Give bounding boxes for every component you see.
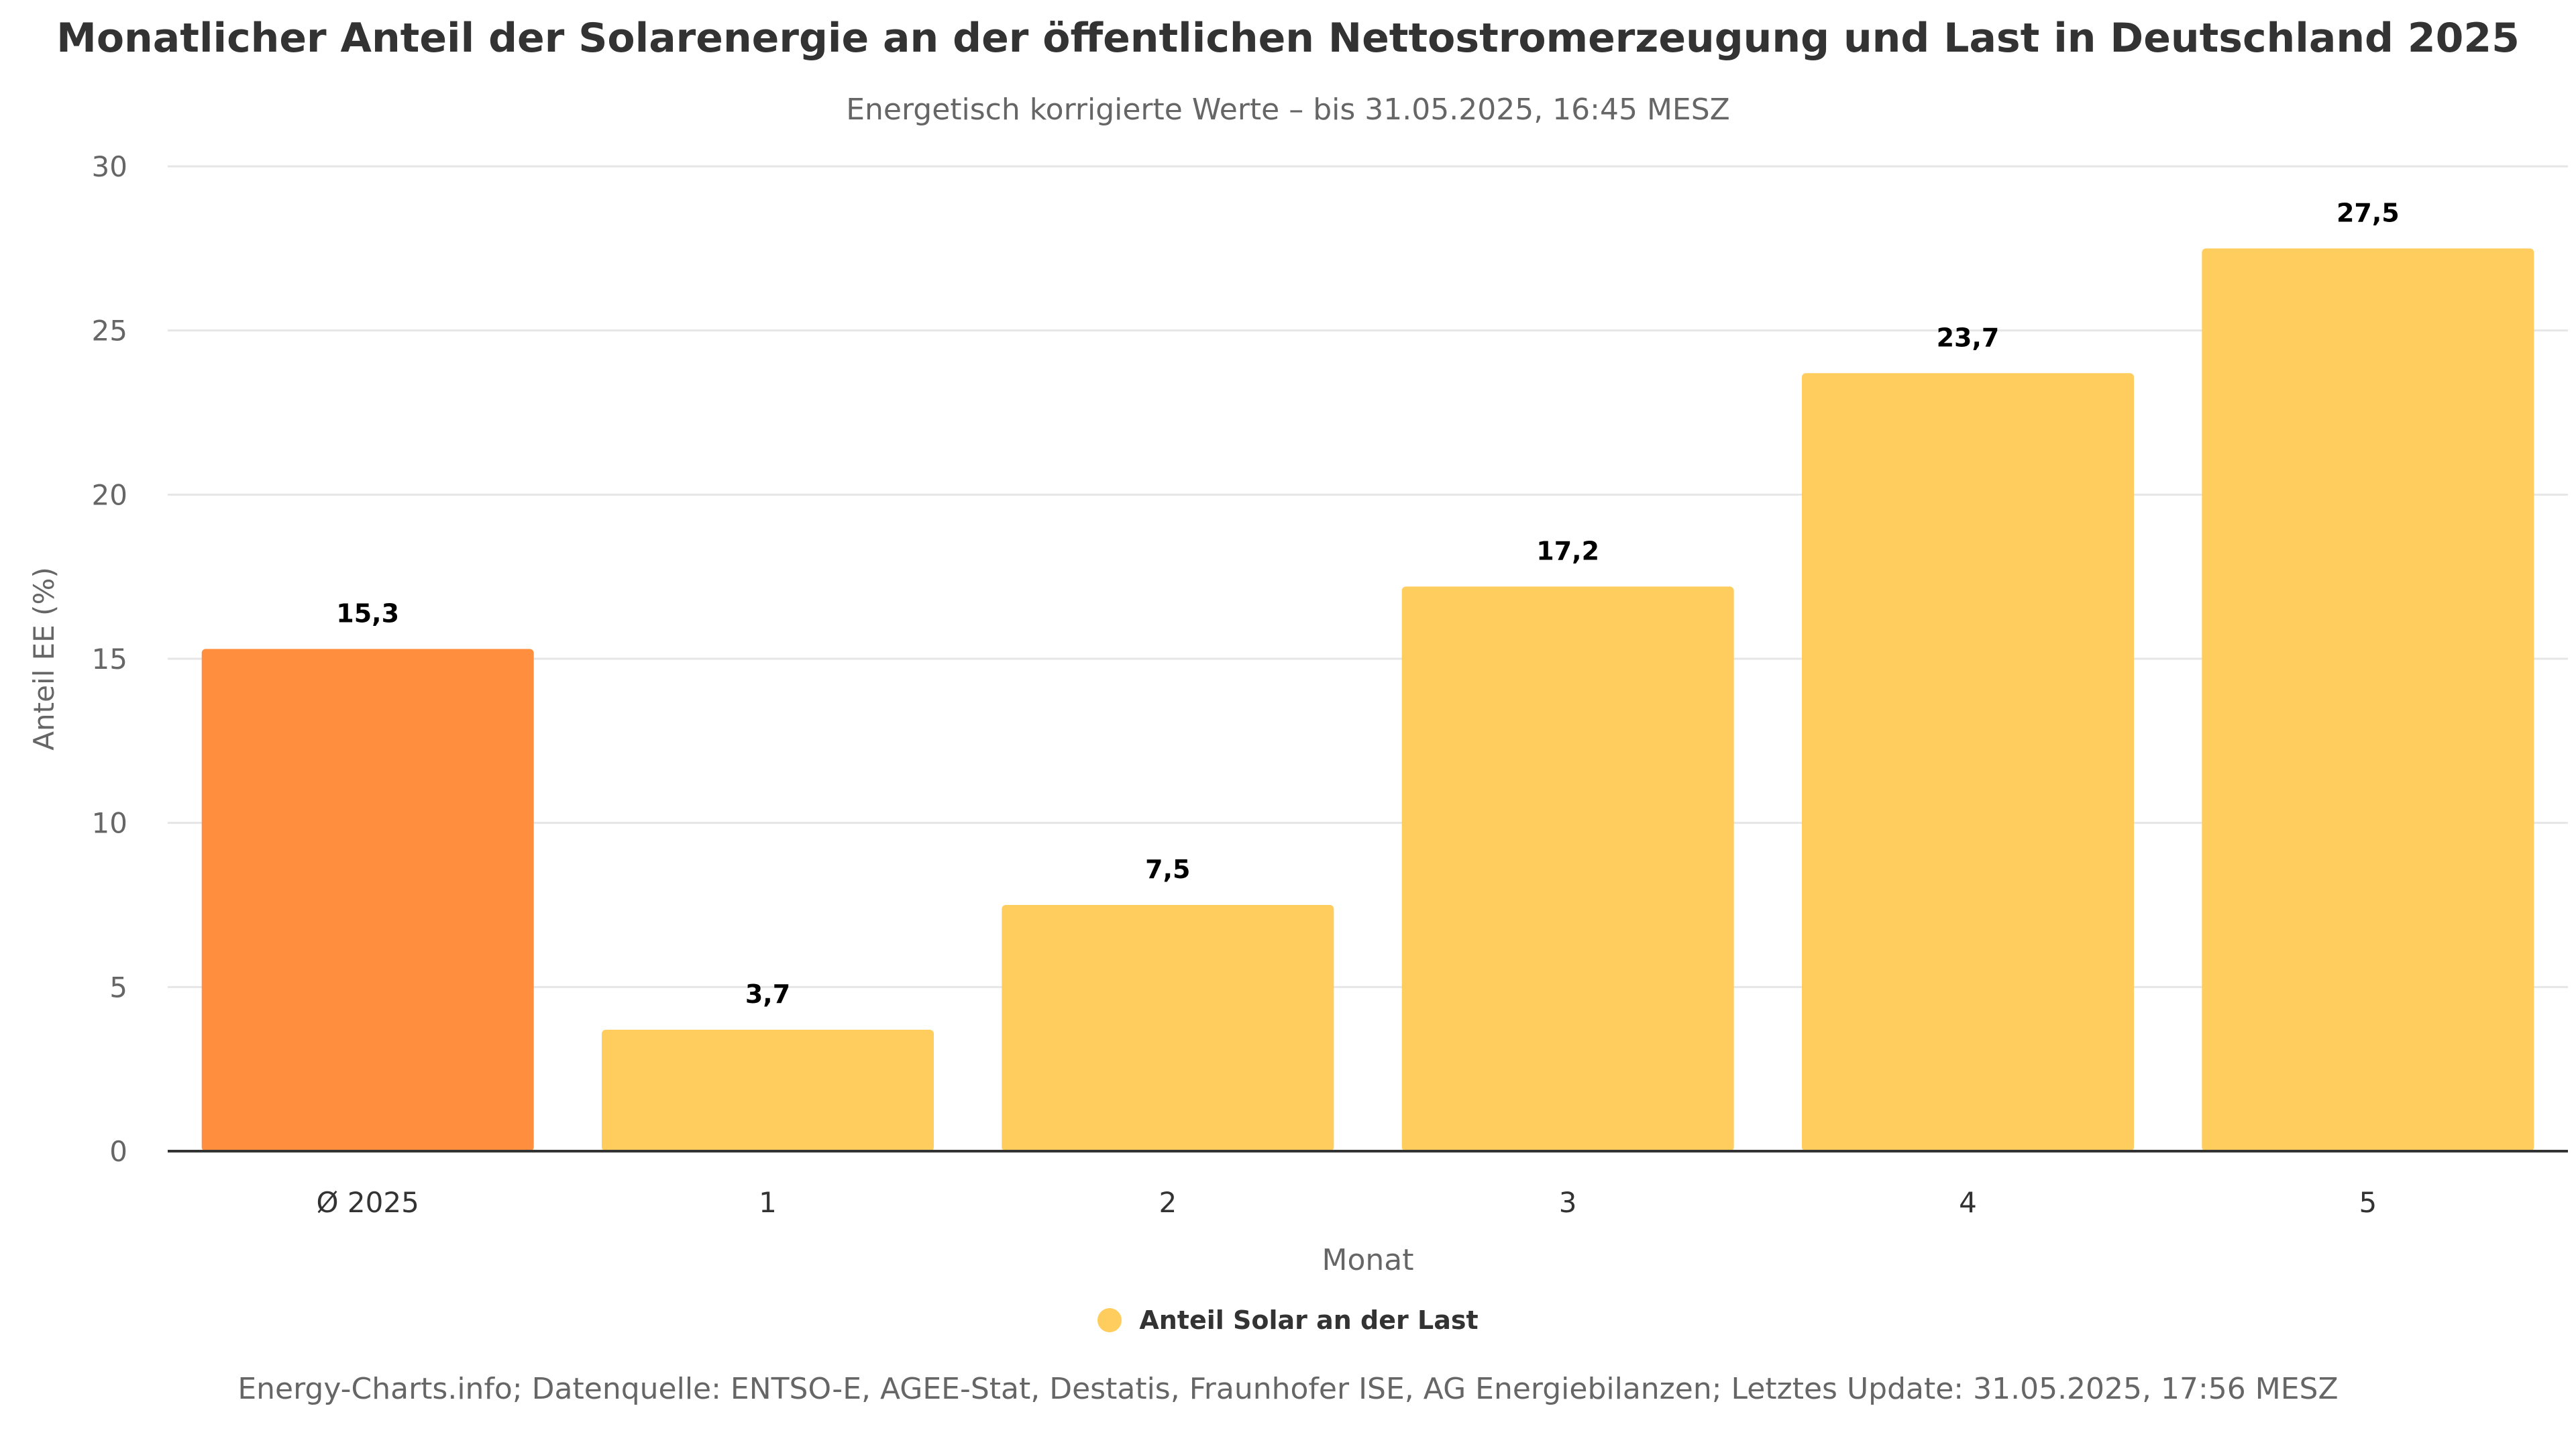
y-tick-label: 0 xyxy=(109,1135,127,1168)
x-axis-title: Monat xyxy=(1322,1243,1414,1277)
y-tick-label: 25 xyxy=(92,315,127,347)
legend-marker-icon xyxy=(1097,1308,1122,1332)
x-axis-tick-labels: Ø 2025 1 2 3 4 5 xyxy=(317,1186,2377,1219)
x-tick-label: 4 xyxy=(1959,1186,1977,1219)
y-axis-title: Anteil EE (%) xyxy=(28,567,60,750)
bar-month-3[interactable] xyxy=(1401,586,1734,1151)
y-tick-label: 20 xyxy=(92,478,127,511)
y-tick-label: 5 xyxy=(109,971,127,1004)
data-label: 3,7 xyxy=(745,979,790,1009)
bar-month-2[interactable] xyxy=(1002,905,1334,1151)
x-tick-label: Ø 2025 xyxy=(317,1186,419,1219)
bar-month-4[interactable] xyxy=(1802,373,2134,1151)
data-label: 15,3 xyxy=(336,598,399,628)
data-labels: 15,3 3,7 7,5 17,2 23,7 27,5 xyxy=(336,198,2399,1009)
y-axis-tick-labels: 0 5 10 15 20 25 30 xyxy=(92,150,127,1168)
legend: Anteil Solar an der Last xyxy=(0,1305,2576,1335)
bars xyxy=(201,248,2534,1151)
y-tick-label: 30 xyxy=(92,150,127,183)
y-tick-label: 15 xyxy=(92,643,127,676)
x-tick-label: 1 xyxy=(759,1186,777,1219)
y-tick-label: 10 xyxy=(92,807,127,840)
x-tick-label: 3 xyxy=(1559,1186,1577,1219)
chart-title: Monatlicher Anteil der Solarenergie an d… xyxy=(56,15,2520,62)
chart-subtitle: Energetisch korrigierte Werte – bis 31.0… xyxy=(846,93,1730,127)
legend-label: Anteil Solar an der Last xyxy=(1139,1305,1479,1335)
grid-lines xyxy=(168,165,2568,988)
data-label: 7,5 xyxy=(1145,855,1190,884)
bar-average[interactable] xyxy=(201,649,534,1151)
credits[interactable]: Energy-Charts.info; Datenquelle: ENTSO-E… xyxy=(237,1372,2339,1406)
data-label: 27,5 xyxy=(2337,198,2400,227)
bar-month-5[interactable] xyxy=(2202,248,2534,1151)
bar-month-1[interactable] xyxy=(602,1029,934,1151)
data-label: 23,7 xyxy=(1937,323,2000,352)
x-tick-label: 2 xyxy=(1159,1186,1177,1219)
x-tick-label: 5 xyxy=(2359,1186,2377,1219)
data-label: 17,2 xyxy=(1536,536,1599,566)
legend-item[interactable]: Anteil Solar an der Last xyxy=(1097,1305,1479,1335)
